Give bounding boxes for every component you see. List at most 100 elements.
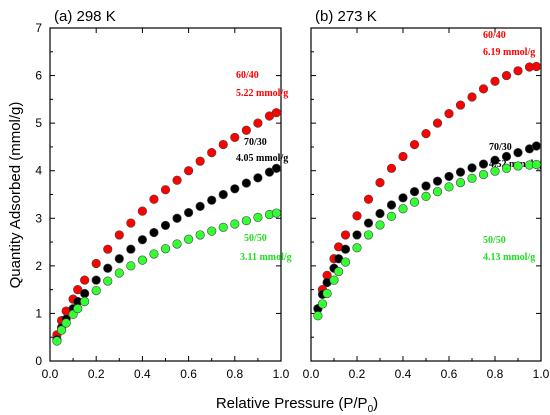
x-tick-label: 0.0: [42, 367, 59, 381]
data-point: [531, 61, 542, 72]
data-point: [352, 230, 362, 240]
data-point: [455, 167, 466, 177]
data-point: [271, 108, 281, 118]
data-point: [241, 125, 251, 135]
data-point: [56, 325, 67, 335]
data-point: [409, 187, 420, 197]
series-max-value: 4.13 mmol/g: [483, 252, 535, 263]
data-point: [421, 191, 431, 202]
data-point: [114, 268, 124, 278]
data-point: [184, 234, 194, 244]
data-point: [241, 216, 251, 226]
series-label: 50/50: [483, 235, 506, 246]
data-point: [61, 318, 71, 328]
data-point: [444, 182, 454, 192]
data-point: [184, 166, 194, 176]
data-point: [137, 255, 147, 265]
data-point: [329, 275, 339, 285]
y-tick-label: 1: [35, 306, 42, 320]
data-point: [271, 208, 281, 218]
x-tick-label: 0.8: [487, 367, 504, 381]
series-max-value: 5.22 mmol/g: [236, 88, 288, 99]
data-point: [172, 175, 182, 185]
data-point: [409, 139, 420, 150]
data-point: [432, 187, 443, 197]
series-label: 70/30: [489, 142, 512, 153]
data-point: [363, 230, 374, 240]
x-tick-label: 0.4: [395, 367, 412, 381]
y-tick-label: 6: [35, 69, 42, 83]
data-point: [490, 166, 500, 176]
data-point: [207, 226, 217, 236]
data-point: [195, 230, 205, 240]
data-point: [467, 92, 477, 102]
data-point: [195, 201, 205, 211]
data-point: [230, 132, 240, 143]
data-point: [103, 276, 113, 286]
data-point: [478, 84, 489, 94]
y-tick-label: 2: [35, 259, 42, 273]
data-point: [80, 288, 90, 299]
data-point: [80, 275, 90, 285]
data-point: [386, 211, 397, 221]
panel-title: (a) 298 K: [54, 8, 116, 25]
data-point: [352, 211, 362, 221]
data-point: [513, 66, 523, 76]
data-point: [490, 76, 500, 86]
series-max-value: 3.11 mmol/g: [240, 252, 292, 263]
data-point: [398, 204, 408, 214]
data-point: [160, 185, 171, 195]
series-max-value: 4.05 mmol/g: [236, 153, 288, 164]
data-point: [322, 288, 332, 299]
x-tick-label: 0.6: [441, 367, 458, 381]
data-point: [444, 109, 454, 119]
data-point: [467, 163, 477, 173]
data-point: [363, 218, 374, 228]
data-point: [513, 161, 523, 171]
data-point: [253, 118, 263, 128]
data-point: [103, 244, 113, 254]
data-point: [455, 100, 466, 110]
data-point: [218, 222, 228, 232]
data-point: [531, 159, 542, 170]
data-point: [409, 197, 420, 207]
y-tick-label: 0: [35, 354, 42, 368]
data-point: [501, 70, 512, 81]
data-point: [241, 178, 251, 188]
series-label: 60/40: [483, 30, 506, 41]
y-tick-label: 3: [35, 211, 42, 225]
panel-b: 0.0 0.2 0.4 0.6 0.8 1.0 (b) 273 K 60/40 6.19 mmo…: [303, 8, 550, 381]
data-point: [207, 148, 217, 158]
data-point: [340, 230, 351, 240]
data-point: [340, 244, 351, 254]
data-point: [271, 163, 281, 173]
x-tick-label: 1.0: [273, 367, 290, 381]
data-point: [264, 167, 275, 177]
data-point: [444, 171, 454, 182]
data-point: [478, 159, 489, 169]
data-point: [172, 213, 182, 223]
x-tick-label: 0.8: [226, 367, 243, 381]
data-point: [501, 151, 512, 162]
data-point: [432, 176, 443, 186]
y-tick-label: 7: [35, 21, 42, 35]
data-point: [421, 129, 431, 139]
data-point: [334, 266, 344, 277]
data-point: [137, 206, 147, 216]
data-point: [375, 208, 385, 219]
data-point: [253, 173, 263, 183]
data-point: [73, 285, 83, 295]
data-point: [230, 219, 240, 229]
data-point: [73, 304, 83, 314]
data-point: [398, 193, 408, 203]
data-point: [137, 235, 147, 245]
series-70-30: [313, 141, 542, 314]
x-tick-label: 0.0: [303, 367, 320, 381]
data-point: [313, 311, 323, 321]
data-point: [160, 220, 171, 231]
x-tick-label: 0.2: [88, 367, 105, 381]
data-point: [513, 148, 523, 158]
data-point: [230, 184, 240, 194]
data-point: [375, 220, 385, 230]
data-point: [207, 195, 217, 205]
